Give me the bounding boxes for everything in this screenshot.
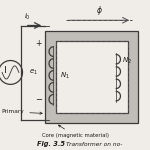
- Text: $i_0$: $i_0$: [24, 12, 31, 22]
- Text: +: +: [35, 39, 41, 48]
- Bar: [45, 31, 138, 123]
- Text: Fig. 3.5: Fig. 3.5: [37, 141, 65, 147]
- Text: Primary: Primary: [2, 110, 42, 114]
- Text: $N_1$: $N_1$: [60, 70, 70, 81]
- Text: −: −: [35, 96, 42, 105]
- Text: $N_2$: $N_2$: [122, 55, 132, 66]
- Text: Transformer on no-: Transformer on no-: [66, 142, 123, 147]
- Text: $e_1$: $e_1$: [29, 68, 38, 77]
- Bar: [56, 41, 128, 113]
- Text: $\phi$: $\phi$: [96, 4, 102, 16]
- Text: Core (magnetic material): Core (magnetic material): [42, 125, 108, 138]
- Bar: [56, 41, 128, 113]
